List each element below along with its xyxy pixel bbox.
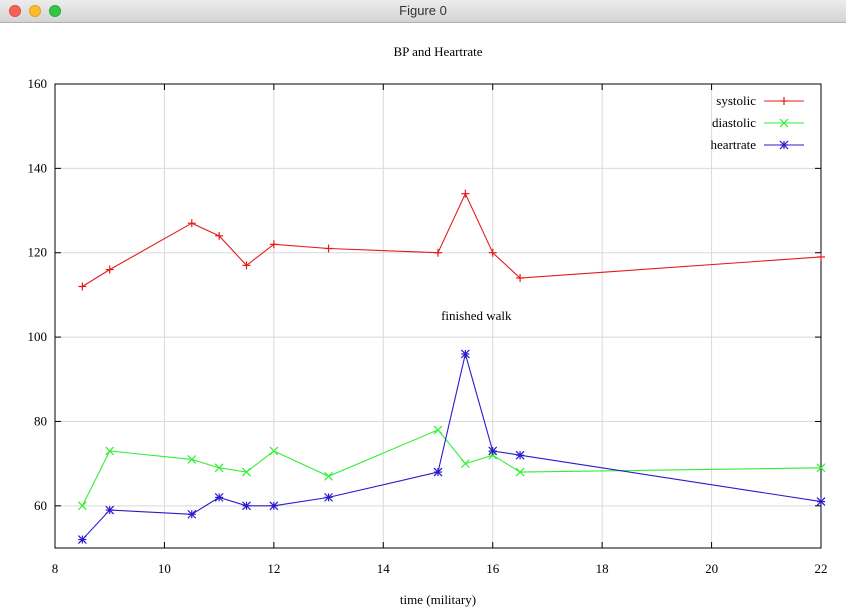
legend-marker-heartrate (779, 140, 789, 150)
legend-label-systolic: systolic (716, 93, 756, 108)
heartrate-point (77, 535, 87, 544)
diastolic-point (816, 463, 826, 473)
series-layer (77, 189, 826, 544)
heartrate-point (515, 450, 525, 460)
heartrate-point (242, 501, 251, 511)
diastolic-line (81, 429, 822, 507)
series-systolic (78, 189, 825, 291)
x-tick-label: 14 (377, 561, 391, 576)
chart-canvas: 8 10 12 14 16 18 20 22 60 80 100 120 140 160 BP and H… (28, 44, 828, 607)
diastolic-point (460, 459, 470, 469)
systolic-point (434, 248, 442, 257)
diastolic-point (269, 446, 279, 456)
diastolic-point (187, 454, 197, 464)
systolic-point (461, 189, 470, 198)
heartrate-point (269, 501, 279, 511)
diastolic-point (77, 501, 87, 511)
systolic-point (817, 252, 825, 261)
legend: systolic diastolic heartrate (711, 93, 804, 152)
zoom-window-button[interactable] (49, 5, 61, 17)
x-axis-label: time (military) (400, 592, 476, 607)
heartrate-point (214, 492, 224, 502)
chart-title: BP and Heartrate (393, 44, 482, 59)
x-tick-label: 12 (267, 561, 280, 576)
x-tick-label: 20 (705, 561, 718, 576)
systolic-point (215, 231, 224, 240)
window-titlebar[interactable]: Figure 0 (0, 0, 846, 23)
diastolic-point (105, 446, 115, 456)
x-tick-label: 22 (815, 561, 828, 576)
x-tick-label: 18 (596, 561, 609, 576)
x-tick-label: 16 (486, 561, 500, 576)
systolic-point (488, 248, 497, 257)
systolic-line (82, 192, 822, 287)
grid-lines (55, 84, 821, 548)
window-title: Figure 0 (399, 3, 447, 18)
systolic-point (324, 244, 333, 253)
heartrate-point (324, 492, 333, 502)
heartrate-point (488, 446, 498, 456)
y-tick-label: 120 (28, 245, 48, 260)
y-tick-label: 140 (28, 160, 48, 175)
systolic-point (105, 265, 114, 274)
diastolic-point (433, 425, 443, 435)
plot-area-frame (54, 83, 822, 549)
series-diastolic (77, 425, 826, 511)
diastolic-point (324, 471, 333, 481)
diastolic-point (242, 467, 251, 477)
legend-label-heartrate: heartrate (711, 137, 757, 152)
systolic-point (78, 282, 87, 291)
heartrate-point (816, 497, 826, 507)
systolic-point (242, 261, 251, 270)
minimize-window-button[interactable] (29, 5, 41, 17)
heartrate-point (433, 467, 443, 477)
systolic-point (187, 219, 196, 228)
heartrate-point (187, 509, 197, 519)
heartrate-point (105, 505, 115, 515)
y-tick-label: 100 (28, 329, 48, 344)
heartrate-line (81, 353, 822, 540)
x-tick-label: 8 (52, 561, 59, 576)
legend-marker-systolic (780, 97, 788, 105)
x-tick-label: 10 (158, 561, 171, 576)
series-heartrate (77, 349, 826, 544)
systolic-point (269, 240, 278, 249)
legend-label-diastolic: diastolic (712, 115, 756, 130)
diastolic-point (488, 450, 498, 460)
axis-ticks: 8 10 12 14 16 18 20 22 60 80 100 120 140 160 (28, 76, 828, 576)
legend-marker-diastolic (779, 118, 789, 128)
close-window-button[interactable] (9, 5, 21, 17)
y-tick-label: 80 (34, 413, 47, 428)
annotation-finished-walk: finished walk (441, 308, 512, 323)
y-tick-label: 160 (28, 76, 48, 91)
diastolic-point (214, 463, 224, 473)
y-tick-label: 60 (34, 498, 47, 513)
diastolic-point (515, 467, 525, 477)
heartrate-point (460, 349, 470, 359)
systolic-point (516, 274, 525, 283)
